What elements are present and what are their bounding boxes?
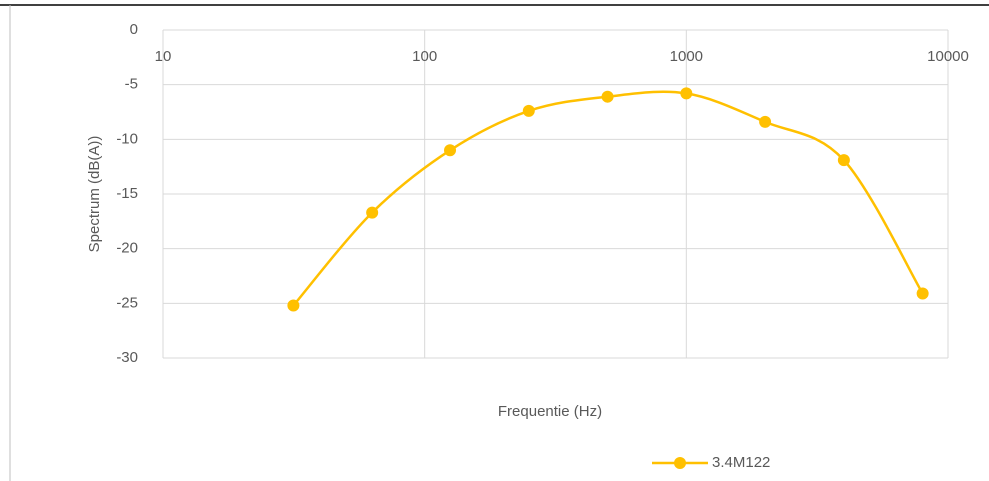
x-tick-label: 10000 [927, 48, 969, 65]
y-tick-label: -20 [116, 240, 138, 257]
y-axis-title: Spectrum (dB(A)) [86, 136, 103, 253]
data-point [759, 115, 772, 128]
legend-label: 3.4M122 [712, 454, 770, 471]
legend-marker [674, 457, 686, 469]
data-point [444, 144, 457, 157]
x-tick-label: 100 [412, 48, 437, 65]
y-tick-label: -10 [116, 130, 138, 147]
x-tick-label: 10 [155, 48, 172, 65]
data-point [916, 287, 929, 300]
data-point [287, 299, 300, 312]
data-point [837, 154, 850, 167]
data-point [522, 104, 535, 117]
y-tick-label: 0 [130, 21, 138, 38]
data-point [366, 206, 379, 219]
data-point [601, 90, 614, 103]
x-axis-title: Frequentie (Hz) [498, 403, 602, 420]
y-tick-label: -15 [116, 185, 138, 202]
y-tick-label: -25 [116, 294, 138, 311]
y-tick-label: -30 [116, 349, 138, 366]
y-tick-label: -5 [125, 76, 138, 93]
x-tick-label: 1000 [670, 48, 703, 65]
series-line [292, 90, 924, 307]
data-point [680, 87, 693, 100]
